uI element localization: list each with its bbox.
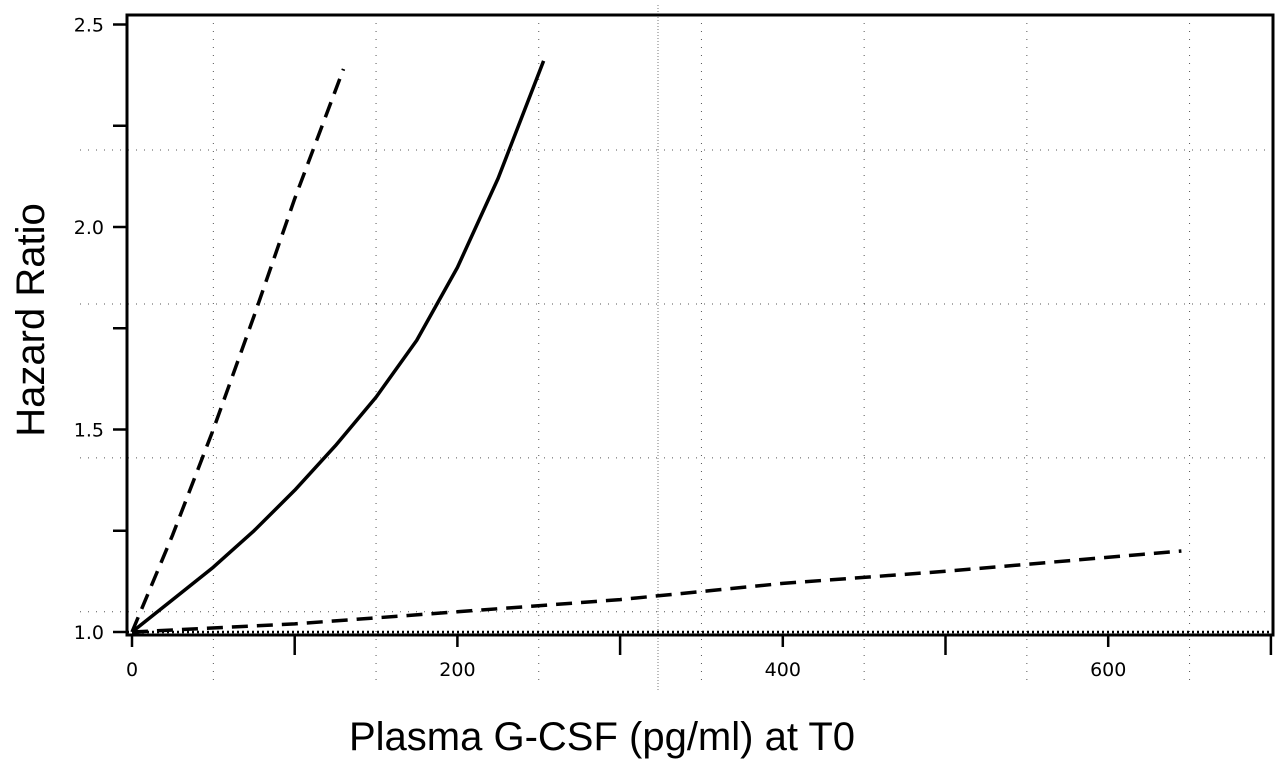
axis-ticks: 1.0 1.5 2.0 2.5 0 200 400 600 bbox=[74, 15, 1273, 681]
x-tick-label: 400 bbox=[765, 659, 801, 681]
lower-ci-curve bbox=[131, 549, 1182, 634]
x-tick-label: 600 bbox=[1090, 659, 1126, 681]
plot-frame bbox=[125, 13, 1275, 637]
series-lines bbox=[127, 60, 1273, 634]
x-axis-title: Plasma G-CSF (pg/ml) at T0 bbox=[349, 715, 855, 759]
x-tick-label: 200 bbox=[439, 659, 475, 681]
y-axis-title: Hazard Ratio bbox=[9, 203, 53, 436]
y-tick-label: 2.0 bbox=[74, 217, 104, 239]
grid bbox=[80, 5, 1278, 690]
x-tick-label: 0 bbox=[126, 659, 138, 681]
upper-ci-curve bbox=[130, 68, 346, 633]
y-tick-label: 1.0 bbox=[74, 622, 104, 644]
y-tick-label: 1.5 bbox=[74, 420, 104, 442]
hazard-ratio-curve bbox=[130, 60, 546, 634]
y-tick-label: 2.5 bbox=[74, 15, 104, 37]
